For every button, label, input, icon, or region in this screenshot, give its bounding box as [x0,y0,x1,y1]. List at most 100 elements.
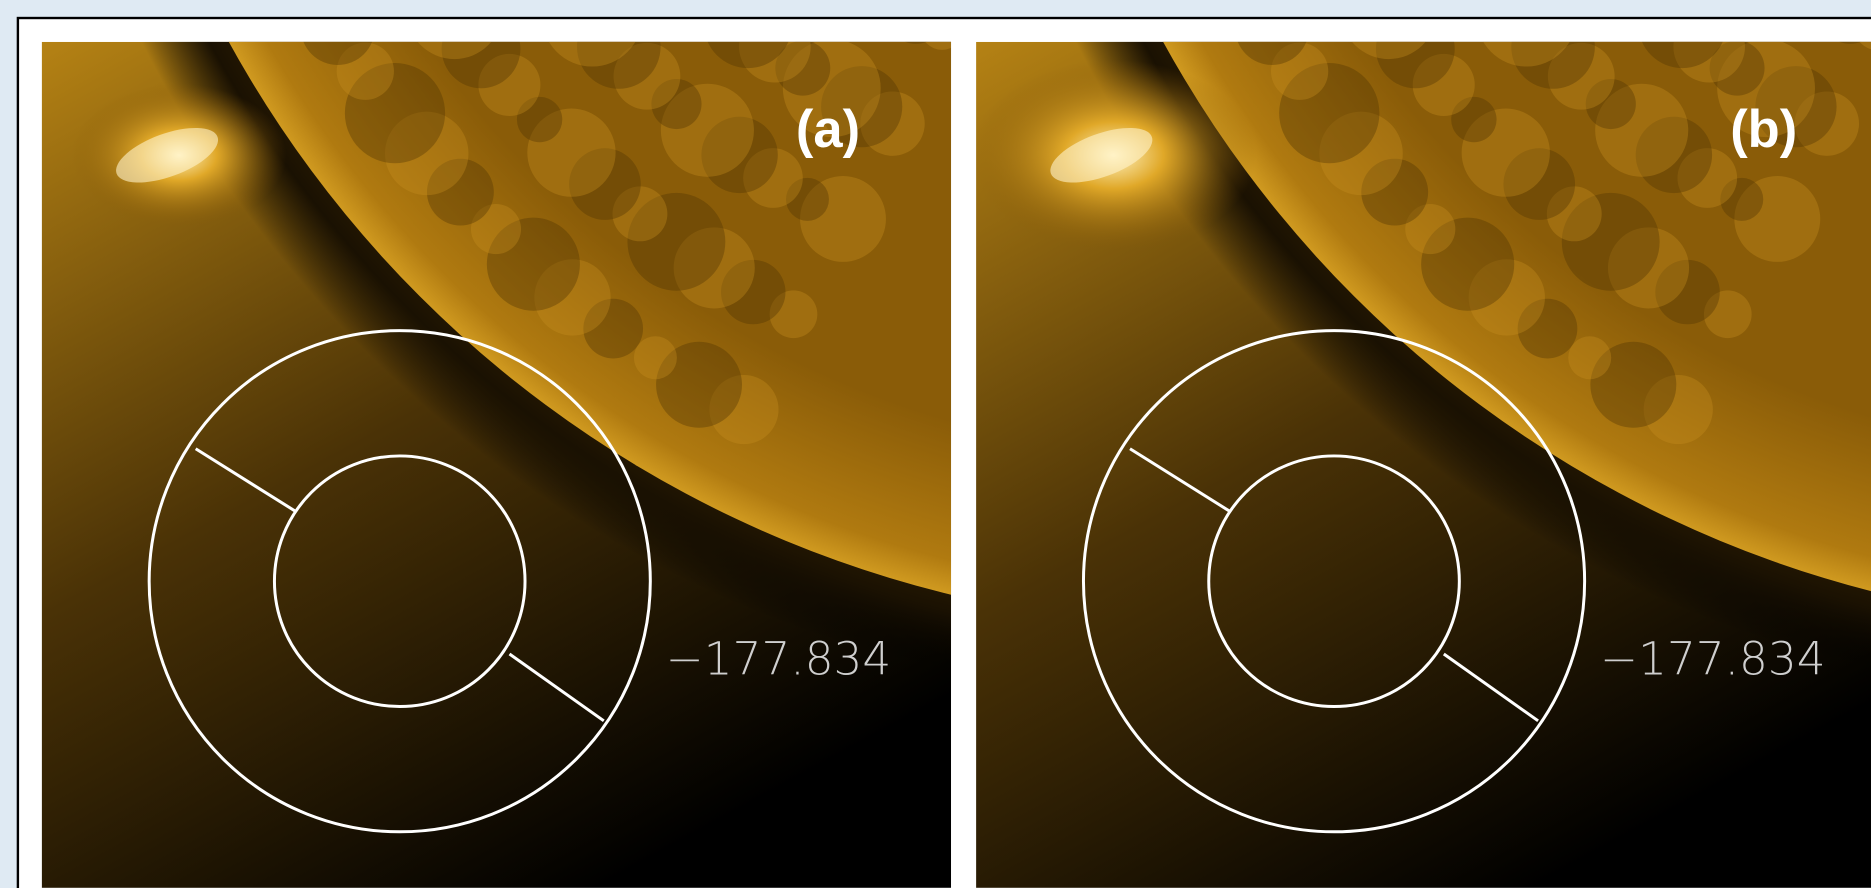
inner-circle [272,454,527,709]
texture [1405,204,1456,255]
texture [1561,192,1660,291]
texture [1607,227,1690,309]
texture [384,111,469,196]
texture [656,341,742,428]
texture [1237,41,1307,65]
sector-line [1129,447,1230,513]
texture [516,96,563,143]
texture [667,0,729,6]
texture [1461,108,1550,197]
texture [1511,41,1595,89]
texture [925,41,952,50]
texture [821,66,903,148]
texture [1655,259,1720,325]
texture [1677,148,1738,208]
panel: (a) −177.834 [41,0,952,888]
texture [627,192,726,291]
texture [336,42,394,100]
texture [486,217,580,311]
texture [478,53,541,116]
texture [441,41,521,89]
texture [1503,148,1576,220]
texture [743,148,803,208]
texture [426,158,494,226]
texture [709,374,779,445]
texture [651,78,702,130]
texture [769,290,818,339]
texture [800,176,886,262]
panel-label: (a) [796,100,860,159]
texture [1643,374,1713,445]
texture [583,298,644,359]
texture [1703,290,1752,339]
texture [707,41,789,69]
texture [612,186,668,242]
texture [1568,336,1612,380]
texture [548,41,636,67]
texture [1673,41,1745,83]
flare-core [1050,127,1153,183]
texture [470,204,522,255]
texture [1473,0,1530,13]
annotation: −177.834 [666,632,891,685]
texture [1270,42,1329,100]
texture [1734,176,1821,262]
texture [1468,259,1545,336]
outer-circle [147,329,652,834]
texture [344,62,446,164]
texture [1517,298,1578,359]
texture [660,83,754,177]
texture [1859,41,1871,50]
texture [785,177,829,221]
texture [1755,66,1837,148]
texture [1546,186,1602,242]
panel-content: (a) −177.834 [41,0,952,888]
texture [613,42,681,110]
texture [775,41,831,96]
texture [1717,41,1815,138]
texture [1794,91,1860,156]
solar-disk [229,41,952,595]
panel-content: (b) −177.834 [976,0,1871,888]
panel-label: (b) [1730,100,1797,159]
flare-core [116,127,219,183]
texture [782,41,881,138]
texture [1839,41,1861,44]
texture [538,0,595,13]
outer-circle [1081,329,1587,834]
sector-line [1442,652,1539,723]
texture [673,227,755,309]
texture [1635,116,1713,194]
texture [1709,41,1765,96]
texture [1601,0,1663,6]
texture [303,41,373,65]
texture [905,41,927,44]
texture [1451,96,1497,143]
texture [1595,83,1689,177]
texture [1642,41,1723,69]
texture [1483,41,1570,67]
texture [534,259,611,336]
annotation: −177.834 [1600,632,1825,685]
texture [527,108,616,197]
sector-line [194,447,296,513]
texture [1590,341,1677,428]
texture [701,116,778,194]
solar-disk [1163,41,1871,591]
texture [1352,41,1426,60]
texture [739,41,811,83]
texture [1720,177,1764,221]
texture [1319,111,1403,196]
sector-line [508,652,605,723]
inner-circle [1207,454,1461,709]
texture [417,41,492,60]
texture [633,336,677,380]
texture [1375,41,1455,89]
texture [860,91,925,156]
texture [1547,42,1615,110]
texture [1361,158,1429,226]
texture [1585,78,1636,130]
texture [721,259,786,325]
